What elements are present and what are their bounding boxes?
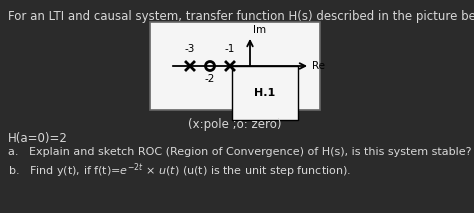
Text: For an LTI and causal system, transfer function H(s) described in the picture be: For an LTI and causal system, transfer f… (8, 10, 474, 23)
Text: (x:pole ;o: zero): (x:pole ;o: zero) (188, 118, 282, 131)
Text: b.   Find y(t), if f(t)=$e^{-2t}$ $\times$ $u(t)$ (u(t) is the unit step functio: b. Find y(t), if f(t)=$e^{-2t}$ $\times$… (8, 161, 351, 180)
Text: -3: -3 (185, 44, 195, 54)
Text: -2: -2 (205, 74, 215, 84)
Bar (150, 22, 320, 110)
Text: Im: Im (253, 25, 266, 35)
Text: a.   Explain and sketch ROC (Region of Convergence) of H(s), is this system stab: a. Explain and sketch ROC (Region of Con… (8, 147, 472, 157)
Text: H.1: H.1 (255, 88, 275, 98)
Text: H(a=0)=2: H(a=0)=2 (8, 132, 68, 145)
Text: -1: -1 (225, 44, 235, 54)
Text: Re: Re (312, 61, 325, 71)
